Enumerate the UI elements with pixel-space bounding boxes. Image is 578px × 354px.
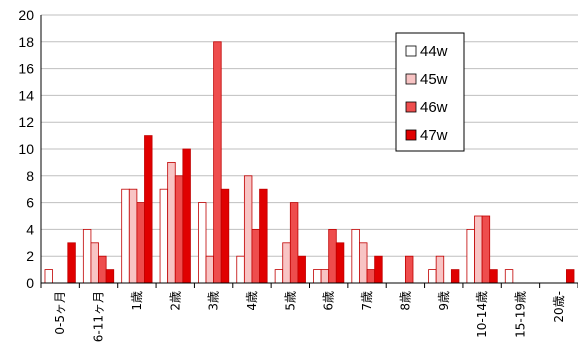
bar-47w-10 [450,269,460,284]
bar-44w-8 [351,228,360,284]
bar-44w-1 [82,228,92,284]
bar-47w-0 [67,242,76,284]
bar-47w-6 [297,255,306,284]
bar-47w-2 [144,135,153,284]
x-tick-label: 9歳 [437,291,451,311]
y-axis-tick-labels: 0 2 4 6 8 10 12 14 16 18 20 [18,7,34,291]
x-tick-label: 10-14歳 [475,291,489,338]
x-tick-label: 4歳 [245,291,259,311]
x-tick-label: 5歳 [283,291,297,311]
bar-44w-3 [159,188,169,284]
y-tick-label: 0 [26,275,34,291]
bar-47w-13 [566,269,575,284]
bar-47w-5 [259,188,268,284]
bar-44w-10 [428,269,437,284]
bar-45w-6 [282,242,291,284]
y-tick-label: 8 [26,168,34,184]
bar-47w-8 [374,255,383,284]
bar-44w-6 [274,269,284,284]
bar-45w-2 [128,188,138,284]
legend-label-47w: 47w [420,127,448,144]
y-tick-label: 2 [26,248,34,264]
bar-45w-3 [167,161,176,284]
legend-label-44w: 44w [420,43,448,60]
y-tick-label: 14 [18,87,34,103]
y-tick-label: 10 [18,141,34,157]
x-tick-label: 0-5ヶ月 [53,291,67,335]
legend-swatch-44w [405,45,417,57]
x-tick-label: 6-11ヶ月 [92,291,106,342]
bar-45w-5 [243,175,253,284]
bar-44w-0 [44,269,53,284]
legend-label-45w: 45w [420,71,448,88]
bar-46w-11 [481,215,491,284]
x-tick-label: 1歳 [130,291,144,311]
bar-47w-11 [489,269,498,284]
legend-swatch-47w [405,129,417,141]
bar-46w-9 [404,255,414,284]
y-tick-label: 12 [18,114,34,130]
bar-46w-8 [366,269,376,284]
bar-46w-4 [213,41,222,284]
bar-47w-1 [105,269,115,284]
bar-46w-7 [328,228,337,284]
x-tick-label: 2歳 [168,291,182,311]
x-tick-label: 7歳 [360,291,374,311]
bar-47w-7 [335,242,345,284]
x-tick-label: 15-19歳 [513,291,527,338]
legend-label-46w: 46w [420,99,448,116]
bars [44,41,575,284]
bar-46w-6 [289,202,299,284]
legend-swatch-45w [405,73,417,85]
bar-47w-4 [220,188,230,284]
bar-44w-11 [466,228,475,284]
bar-46w-5 [251,228,260,284]
bar-44w-5 [236,255,245,284]
x-axis-tick-labels: 0-5ヶ月 6-11ヶ月 1歳 2歳 3歳 4歳 5歳 6歳 7歳 8歳 9歳 10-14歳 15-19… [40,283,578,342]
y-tick-label: 4 [26,221,34,237]
x-tick-label: 3歳 [207,291,221,311]
bar-45w-10 [435,255,445,284]
y-tick-label: 20 [18,7,34,23]
x-tick-label: 8歳 [398,291,412,311]
bar-47w-3 [182,148,191,284]
x-tick-label: 6歳 [322,291,336,311]
bar-44w-12 [504,269,514,284]
bar-44w-2 [121,188,130,284]
bar-45w-7 [320,269,330,284]
bar-45w-1 [90,242,99,284]
y-tick-label: 16 [18,61,34,77]
legend-swatch-46w [405,101,417,113]
bar-46w-1 [98,255,107,284]
bar-46w-3 [174,175,184,284]
bar-44w-7 [313,269,322,284]
legend: 44w 45w 46w 47w [395,32,465,152]
bar-45w-4 [205,255,215,284]
y-tick-label: 6 [26,195,34,211]
bar-46w-2 [136,202,145,284]
x-tick-label: 20歳- [552,291,566,323]
bar-44w-4 [198,202,207,284]
y-tick-label: 18 [18,34,34,50]
bar-45w-8 [359,242,368,284]
bar-45w-11 [474,215,483,284]
